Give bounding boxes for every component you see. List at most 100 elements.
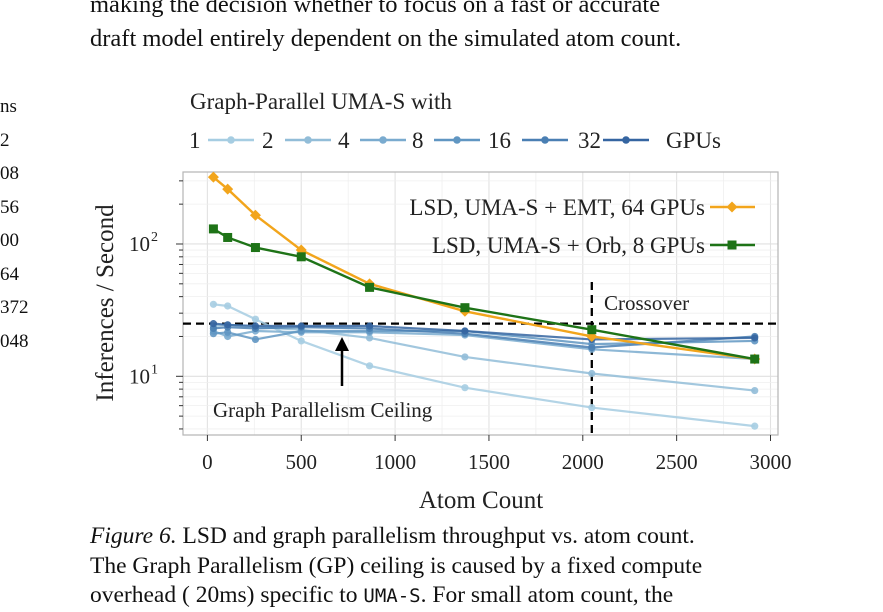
gp-point <box>751 422 759 430</box>
gp-point <box>588 403 596 412</box>
caption-text: LSD and graph parallelism throughput vs.… <box>176 523 695 549</box>
gp-point <box>461 353 469 361</box>
lsd-emt-point <box>249 209 261 221</box>
cropped-left-column: ns 2 08 56 00 64 372 048 <box>0 90 29 358</box>
body-paragraph: making the decision whether to focus on … <box>90 0 681 56</box>
gp-point <box>588 343 596 352</box>
x-tick-label: 0 <box>202 450 213 474</box>
gp-point <box>209 300 218 308</box>
gp-point <box>224 328 232 336</box>
lsd-orb-point <box>208 224 218 234</box>
legend-title: Graph-Parallel UMA-S with <box>190 89 452 114</box>
lsd-orb-point <box>460 303 470 313</box>
left-fragment: 08 <box>0 163 19 184</box>
gp-point <box>461 384 469 392</box>
legend-key-point <box>227 136 235 144</box>
gp-point <box>297 322 305 330</box>
x-tick-label: 3000 <box>749 450 791 474</box>
caption-label: Figure 6. <box>90 523 177 549</box>
grid <box>183 172 778 435</box>
x-tick-label: 2500 <box>656 450 698 474</box>
lsd-orb-point <box>250 243 260 253</box>
body-line-2: draft model entirely dependent on the si… <box>90 25 682 52</box>
gp-series-line <box>213 322 755 341</box>
legend-gpus-suffix: GPUs <box>666 128 721 153</box>
caption-line-1: Figure 6. LSD and graph parallelism thro… <box>90 522 702 552</box>
body-line-1: making the decision whether to focus on … <box>90 0 661 18</box>
caption-text: . For small atom count, the <box>420 582 674 608</box>
left-fragment: 2 <box>0 129 10 151</box>
y-tick-exponent: 2 <box>151 230 158 245</box>
left-fragment: 64 <box>0 263 19 285</box>
lsd-legend: LSD, UMA-S + EMT, 64 GPUs LSD, UMA-S + Or… <box>409 195 755 258</box>
gp-point <box>588 369 596 378</box>
x-axis-label: Atom Count <box>419 487 543 514</box>
legend-key-point <box>622 136 630 144</box>
y-axis-label: Inferences / Second <box>92 204 119 402</box>
gp-point <box>209 330 218 338</box>
legend-key-point <box>379 136 387 144</box>
gp-series-line <box>213 329 755 361</box>
legend-gpu-label: 4 <box>338 128 350 153</box>
lsd-orb-point <box>223 232 233 242</box>
left-fragment: 56 <box>0 196 19 218</box>
y-tick-label: 10 <box>129 364 150 388</box>
legend-gpu-label: 16 <box>488 128 511 153</box>
gp-point <box>365 362 374 370</box>
figure-caption: Figure 6. LSD and graph parallelism thro… <box>90 522 702 612</box>
left-fragment: 372 <box>0 297 29 318</box>
left-fragment: 048 <box>0 330 29 352</box>
ceiling-label: Graph Parallelism Ceiling <box>213 398 433 422</box>
gp-point <box>251 315 260 323</box>
x-tick-label: 2000 <box>562 450 604 474</box>
gp-point <box>461 327 469 335</box>
lsd-orb-point <box>365 282 375 292</box>
ceiling-arrow <box>335 337 349 386</box>
lsd-legend-label: LSD, UMA-S + EMT, 64 GPUs <box>409 195 705 220</box>
legend-key-point <box>541 136 549 144</box>
caption-line-3: overhead ( 20ms) specific to UMA-S. For … <box>90 581 702 612</box>
lsd-emt-point <box>222 183 234 195</box>
gp-point <box>365 334 374 342</box>
x-tick-label: 500 <box>285 450 317 474</box>
lsd-legend-label: LSD, UMA-S + Orb, 8 GPUs <box>432 233 705 258</box>
x-tick-label: 1500 <box>468 450 510 474</box>
plot-border <box>182 171 779 436</box>
lsd-legend-marker <box>727 240 737 250</box>
legend-key-point <box>304 136 312 144</box>
lsd-orb-point <box>587 325 597 335</box>
lsd-orb-point <box>750 354 760 364</box>
lsd-series-line <box>212 227 755 361</box>
gp-point <box>751 334 759 342</box>
gp-point <box>209 320 218 328</box>
x-tick-label: 1000 <box>374 450 416 474</box>
gp-series-line <box>213 303 755 428</box>
series <box>207 171 761 430</box>
left-fragment: 00 <box>0 230 19 251</box>
gp-point <box>365 322 374 330</box>
legend-gpu-label: 1 <box>189 128 201 153</box>
reference-lines <box>183 282 778 435</box>
y-tick-exponent: 1 <box>151 362 158 377</box>
caption-text: overhead ( 20ms) specific to <box>90 582 364 608</box>
lsd-emt-point <box>207 171 219 183</box>
lsd-orb-point <box>296 252 306 262</box>
left-fragment: ns <box>0 96 17 117</box>
arrow-head <box>335 337 349 351</box>
lsd-series-line <box>212 176 755 361</box>
crossover-label: Crossover <box>604 291 689 315</box>
gp-point <box>297 337 305 345</box>
gp-point <box>251 322 260 330</box>
gp-series-line <box>213 326 755 349</box>
gp-point <box>224 321 232 329</box>
legend-gpu-label: 8 <box>412 128 424 153</box>
gpu-legend: 1 2 4 8 16 32 GPUs <box>189 128 721 153</box>
caption-line-2: The Graph Parallelism (GP) ceiling is ca… <box>90 552 703 579</box>
legend-gpu-label: 32 <box>578 128 601 153</box>
legend-gpu-label: 2 <box>262 128 274 153</box>
caption-code: UMA-S <box>363 585 421 607</box>
gp-point <box>251 335 260 344</box>
y-tick-label: 10 <box>129 232 150 256</box>
